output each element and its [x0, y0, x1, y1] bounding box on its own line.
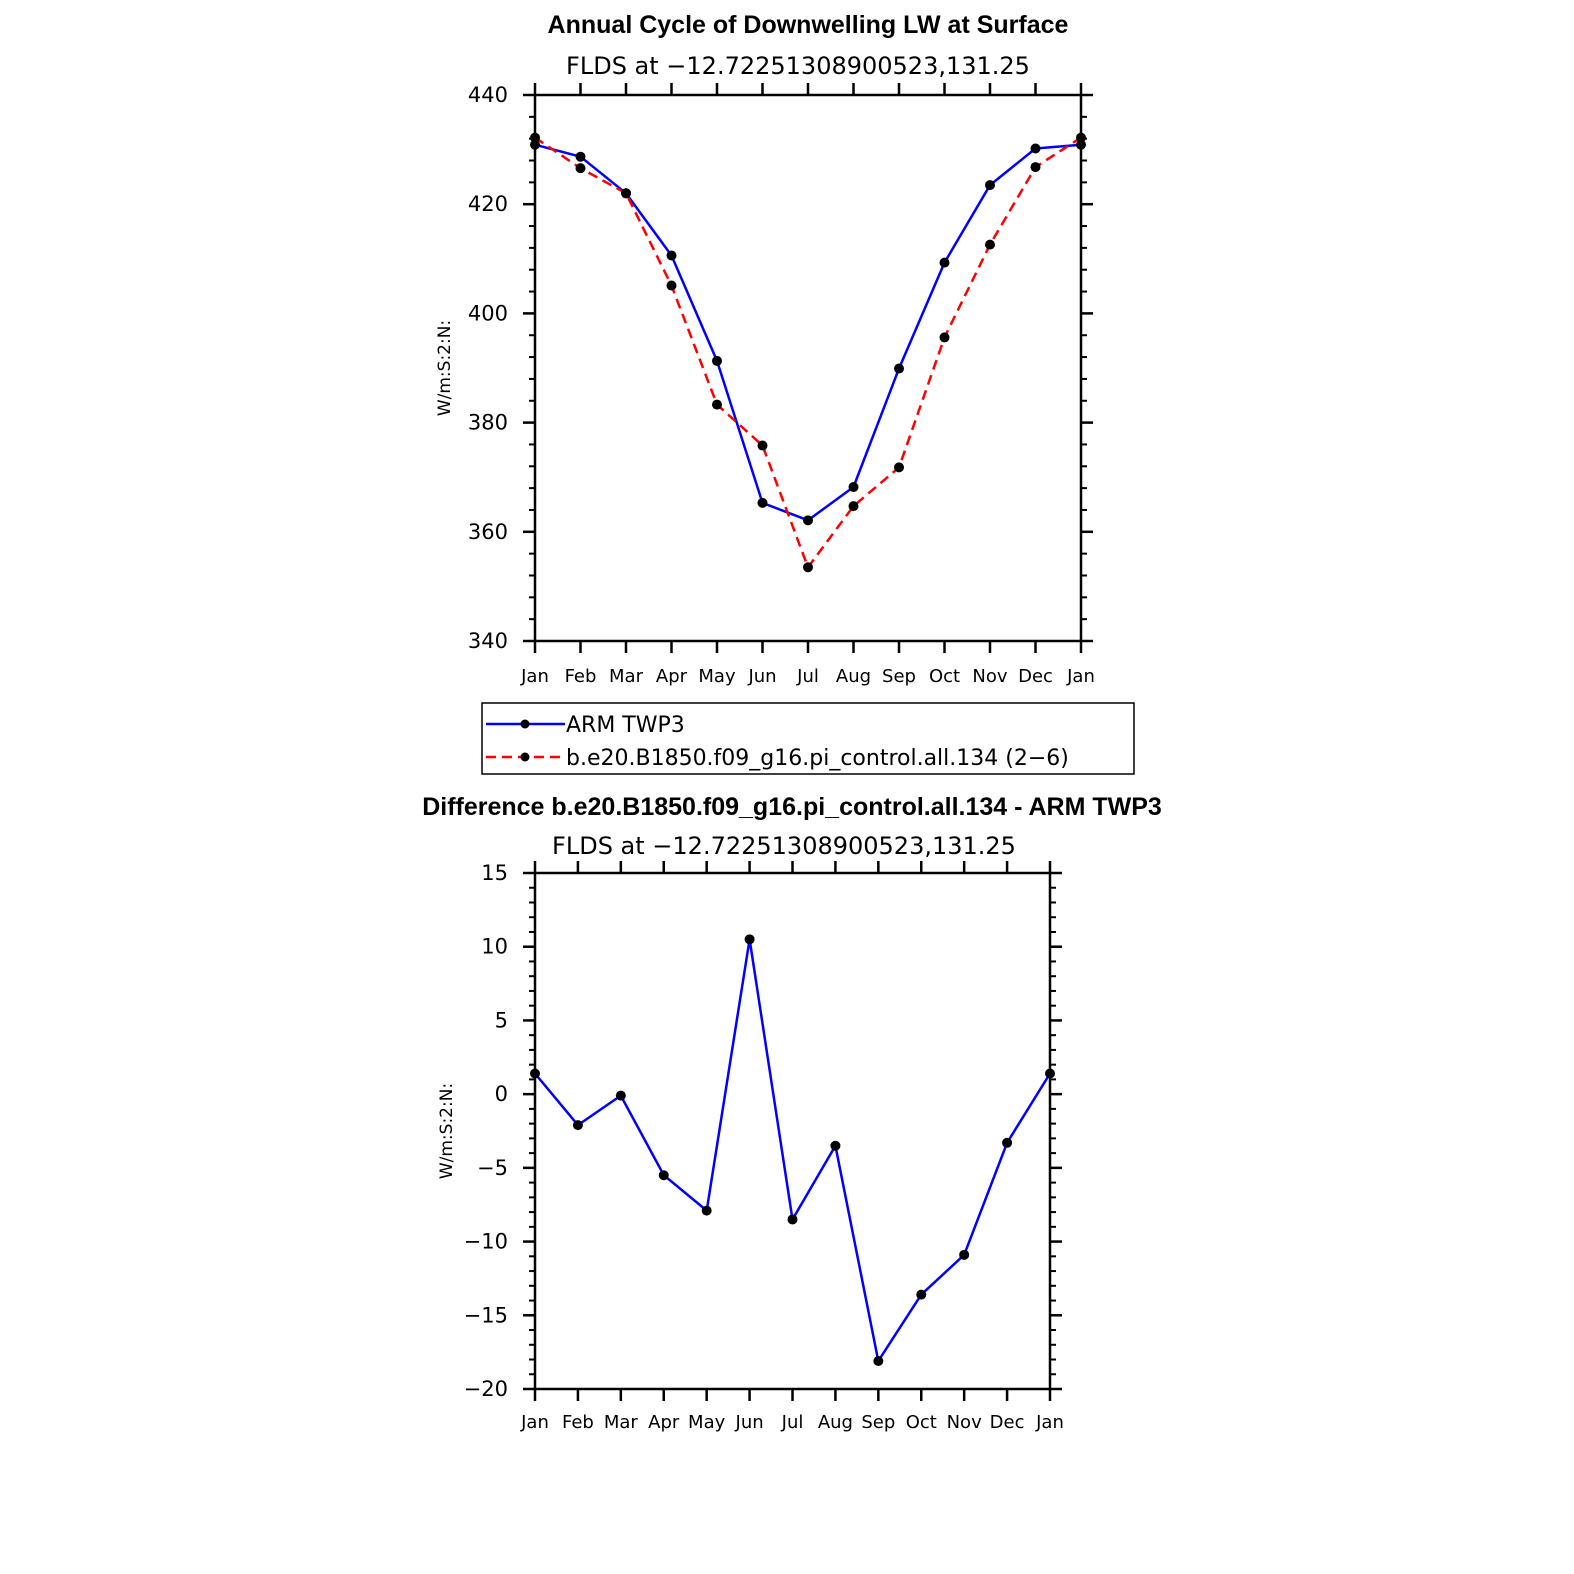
chart2-series-1-point	[572, 1120, 583, 1131]
chart1-series-2-point	[1030, 162, 1041, 173]
chart1-plot: 340 360 380 400 420 440 Jan Feb Mar Apr May Jun Jul A…	[468, 83, 1095, 687]
chart1-title: Annual Cycle of Downwelling LW at Surfac…	[548, 11, 1069, 39]
chart2-xtick-label: Sep	[861, 1412, 895, 1433]
chart1-series-1-point	[757, 497, 768, 508]
legend-marker-model	[520, 752, 530, 762]
chart1-ytick-label: 360	[468, 520, 508, 544]
chart1-series-2-point	[848, 501, 859, 512]
chart2-series-1-point	[701, 1205, 712, 1216]
chart1-series-1-point	[530, 139, 540, 150]
chart1-ytick-label: 380	[468, 411, 508, 435]
chart1-series-1-point	[803, 515, 813, 526]
chart1-series-2-point	[712, 399, 722, 410]
chart1-ytick-label: 420	[468, 192, 508, 216]
chart1-xtick-label: Aug	[836, 666, 871, 687]
chart2-xtick-label: Oct	[906, 1412, 937, 1433]
chart2-ytick-label: −15	[464, 1303, 508, 1327]
chart2-xtick-label: Jan	[520, 1412, 549, 1433]
chart2-xtick-label: Apr	[648, 1412, 680, 1433]
chart1-series-2-point	[985, 239, 995, 250]
chart1-series-2-point	[575, 163, 586, 174]
chart2-xtick-label: May	[688, 1412, 726, 1433]
chart1-series-1-point	[894, 363, 904, 374]
chart2-ytick-label: −20	[464, 1377, 508, 1401]
chart2-xtick-label: Nov	[947, 1412, 982, 1433]
chart1-subtitle: FLDS at −12.72251308900523,131.25	[566, 52, 1030, 80]
chart1-xtick-label: Mar	[609, 666, 644, 687]
chart1-series-1-point	[1076, 139, 1086, 150]
chart1-series-1-point	[985, 180, 995, 191]
chart1-xtick-label: Jan	[1066, 666, 1095, 687]
chart1-xtick-label: May	[698, 666, 736, 687]
chart2-xtick-label: Aug	[818, 1412, 853, 1433]
chart2-xtick-label: Jul	[781, 1412, 804, 1433]
legend-marker-arm	[520, 719, 530, 729]
chart2-plot: −20 −15 −10 −5 0 5 10 15 Jan Feb Mar Apr May Jun Jul Au…	[464, 861, 1064, 1433]
chart2-series-1-point	[830, 1140, 841, 1151]
chart2-series-1-point	[1002, 1137, 1013, 1148]
legend-box	[481, 702, 1135, 775]
chart1-series-2-point	[939, 332, 950, 343]
chart1-series-2-point	[1076, 132, 1086, 143]
chart2-series-1-point	[787, 1214, 798, 1225]
chart2-series-1-point	[959, 1249, 970, 1260]
chart1-series-2-point	[757, 440, 768, 451]
chart1-series-1-point	[939, 257, 950, 268]
chart2-series-1-point	[530, 1068, 540, 1079]
chart1-xtick-label: Jun	[747, 666, 776, 687]
chart2-series-1-point	[1045, 1068, 1055, 1079]
chart2-series-1-point	[744, 934, 755, 945]
chart2-subtitle: FLDS at −12.72251308900523,131.25	[552, 832, 1016, 860]
chart1-series-2-point	[803, 562, 813, 573]
chart2-ytick-label: −5	[477, 1156, 508, 1180]
chart2-xtick-label: Dec	[990, 1412, 1025, 1433]
chart1-xtick-label: Nov	[972, 666, 1007, 687]
chart1-series-2-point	[666, 280, 677, 291]
chart1-ylabel: W/m:S:2:N:	[435, 320, 455, 416]
chart1-series-1-point	[575, 151, 586, 162]
chart1-series-line-2	[534, 136, 1082, 569]
chart1-series-2-point	[621, 188, 631, 199]
chart1-xtick-label: Jan	[520, 666, 549, 687]
chart2-ytick-label: −10	[464, 1230, 508, 1254]
legend-label-model: b.e20.B1850.f09_g16.pi_control.all.134 (…	[566, 746, 1069, 771]
chart1-series-2-point	[894, 462, 904, 473]
chart2-series-1-point	[873, 1355, 884, 1366]
chart2-xtick-label: Mar	[604, 1412, 639, 1433]
chart1-series-line-1	[534, 143, 1082, 522]
chart2-frame	[533, 871, 1052, 1391]
chart1-xtick-label: Feb	[565, 666, 597, 687]
chart2-series-1-point	[658, 1170, 669, 1181]
chart2-title: Difference b.e20.B1850.f09_g16.pi_contro…	[422, 793, 1162, 821]
legend-label-arm: ARM TWP3	[566, 713, 685, 738]
chart1-xtick-label: Oct	[929, 666, 960, 687]
chart2-series-line-1	[534, 938, 1052, 1363]
chart2-xtick-label: Jun	[735, 1412, 764, 1433]
chart1-xtick-label: Dec	[1018, 666, 1053, 687]
chart2-ylabel: W/m:S:2:N:	[437, 1083, 457, 1179]
chart2-ytick-label: 0	[495, 1082, 508, 1106]
chart1-series-1-point	[712, 355, 722, 366]
chart1-xtick-label: Sep	[882, 666, 916, 687]
chart1-series-1-point	[1030, 143, 1041, 154]
chart2-xtick-label: Jan	[1035, 1412, 1064, 1433]
chart2-ytick-label: 15	[481, 861, 508, 885]
chart2-ytick-label: 10	[481, 935, 508, 959]
chart1-xtick-label: Jul	[796, 666, 819, 687]
chart1-ytick-label: 440	[468, 83, 508, 107]
chart2-xtick-label: Feb	[562, 1412, 594, 1433]
chart1-ytick-label: 340	[468, 629, 508, 653]
chart1-series-2-point	[530, 132, 540, 143]
chart1-series-1-point	[848, 482, 859, 493]
legend: ARM TWP3 b.e20.B1850.f09_g16.pi_control.…	[481, 702, 1135, 775]
chart1-ytick-label: 400	[468, 301, 508, 325]
chart2-series-1-point	[916, 1289, 927, 1300]
chart1-series-1-point	[666, 250, 677, 261]
chart2-series-1-point	[615, 1090, 626, 1101]
chart2-ytick-label: 5	[495, 1008, 508, 1032]
chart1-xtick-label: Apr	[656, 666, 688, 687]
